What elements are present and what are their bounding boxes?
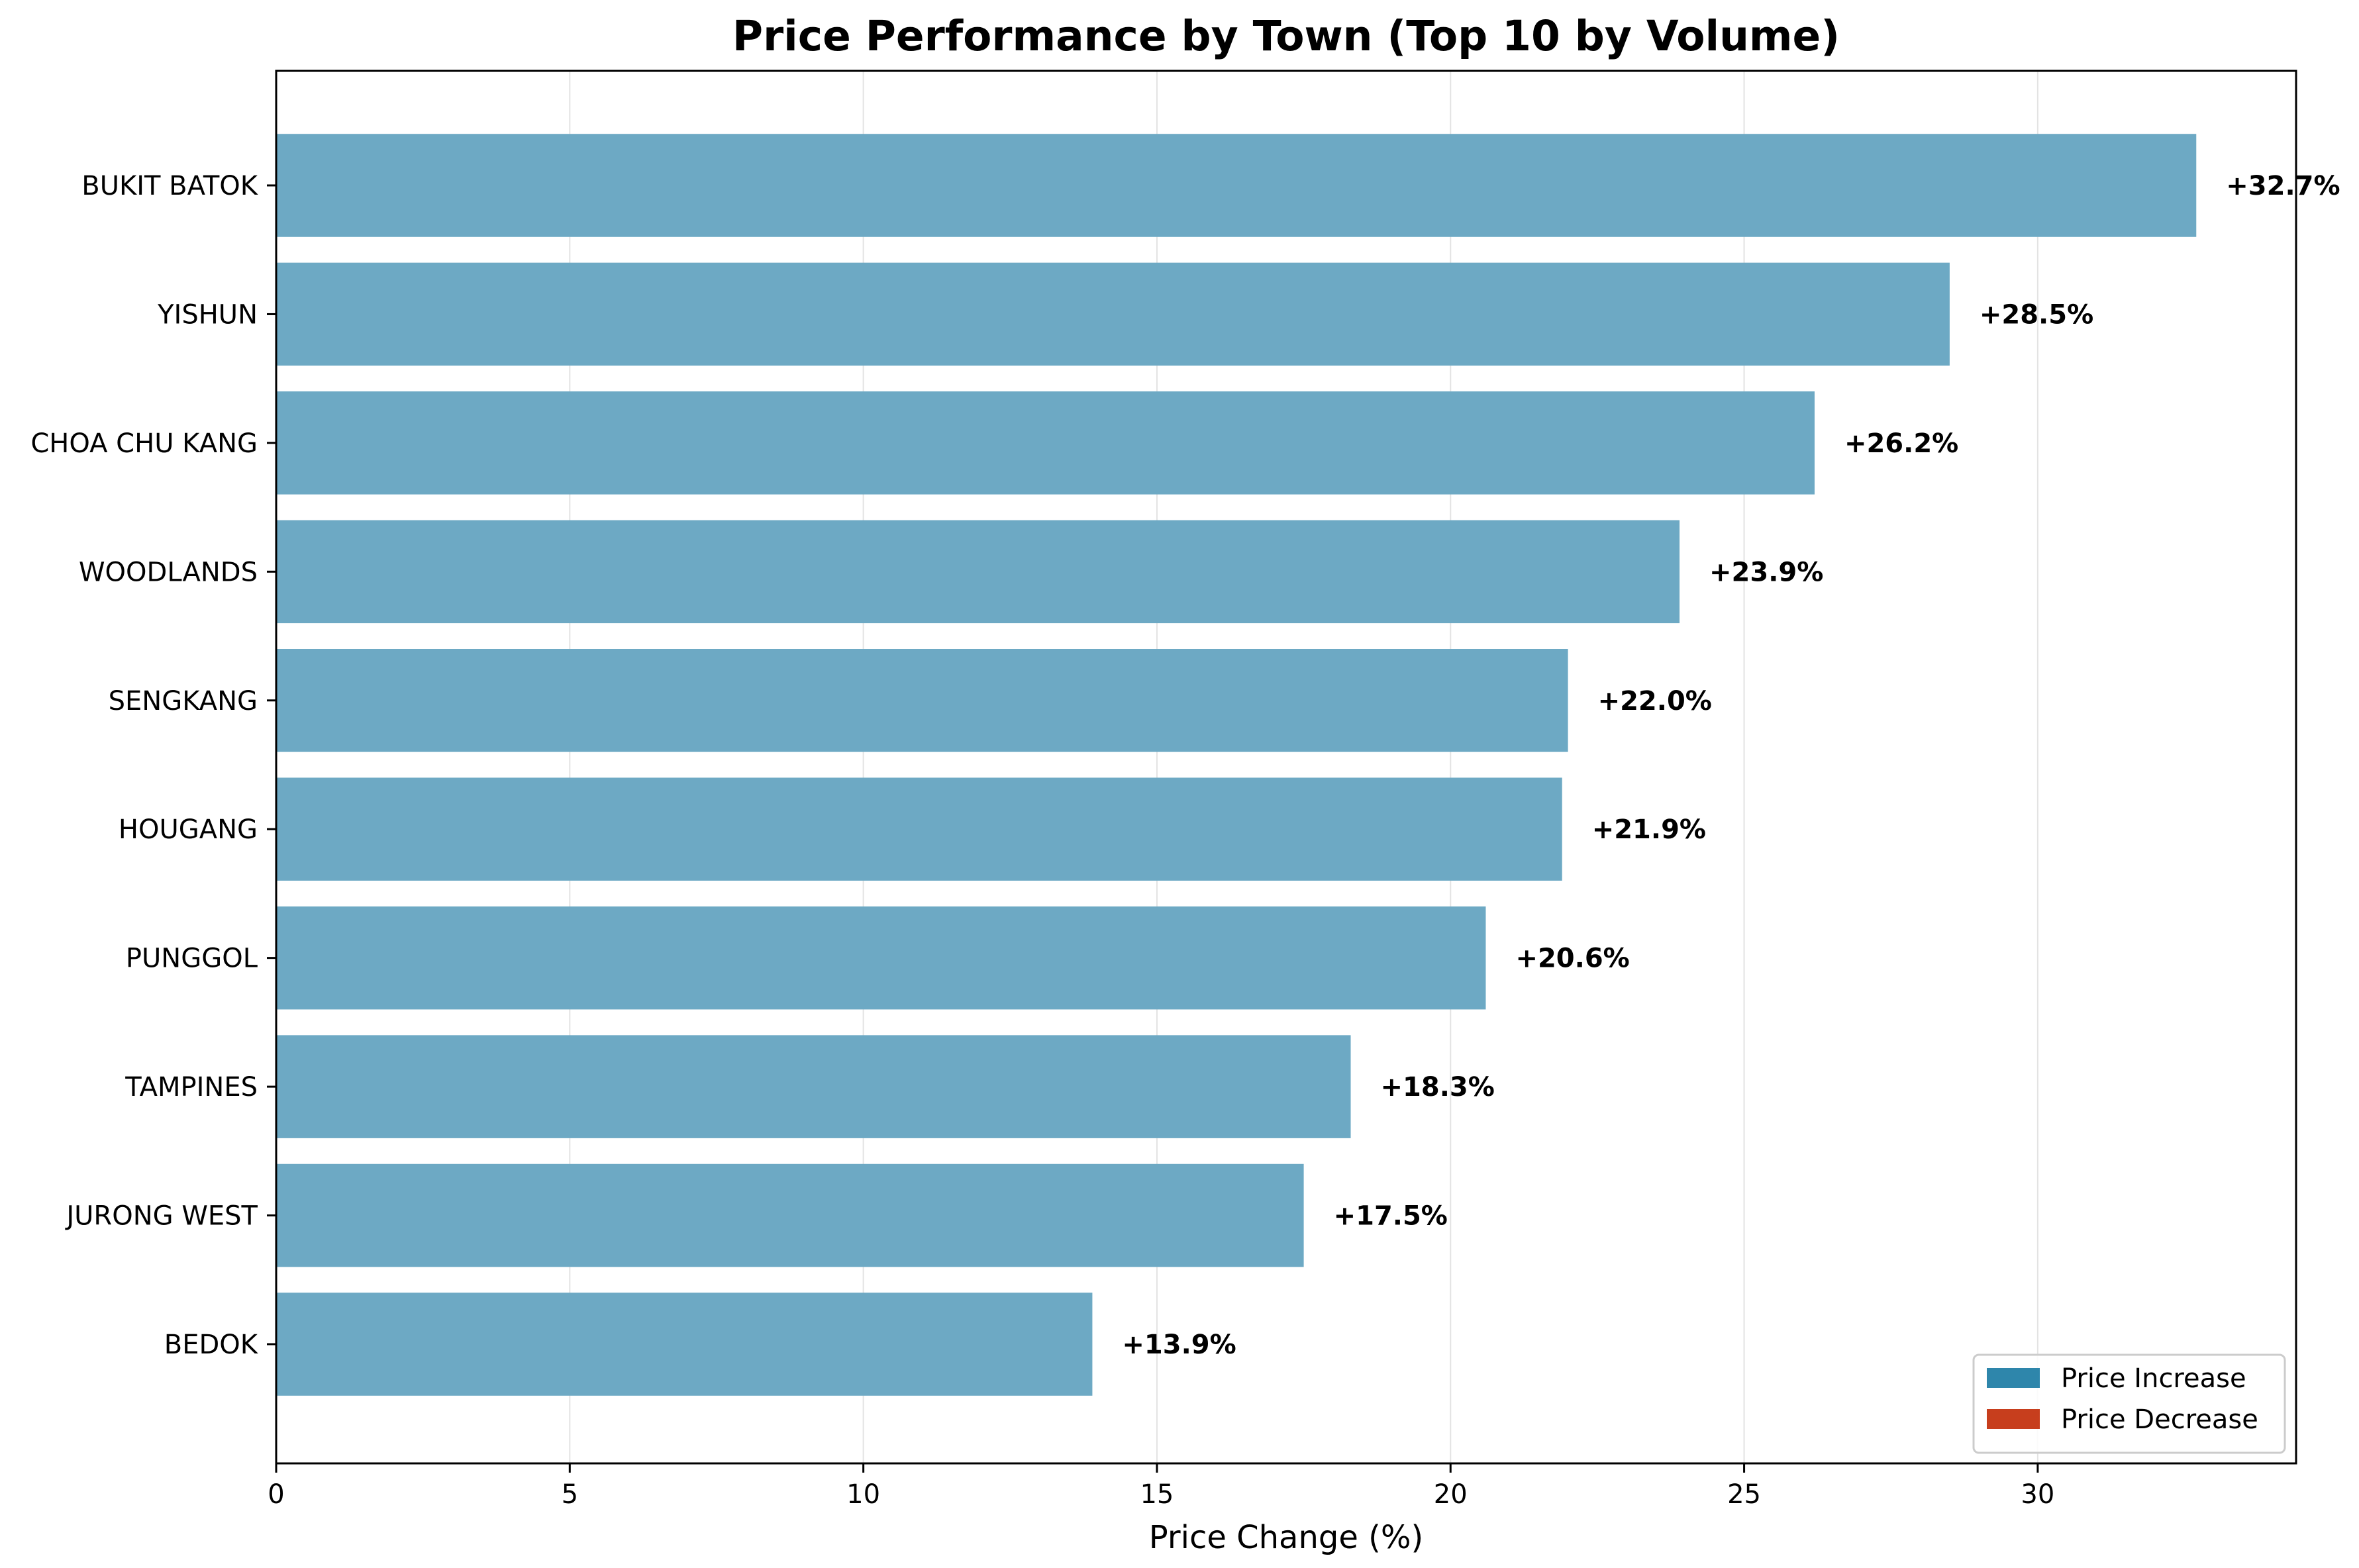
data-label: +18.3% — [1381, 1072, 1495, 1102]
data-labels: +32.7% +28.5% +26.2% +23.9% +22.0% +21.9% +20.… — [1122, 171, 2340, 1360]
legend-box — [1972, 1353, 2286, 1454]
x-tick-label: 10 — [846, 1479, 880, 1510]
y-tick-label: JURONG WEST — [64, 1201, 258, 1232]
data-label: +20.6% — [1515, 944, 1629, 974]
data-label: +17.5% — [1334, 1201, 1448, 1232]
bar — [276, 134, 2197, 237]
x-tick-label: 5 — [562, 1479, 578, 1510]
data-label: +23.9% — [1709, 557, 1823, 587]
legend-label-decrease: Price Decrease — [2061, 1404, 2258, 1435]
y-tick-label: SENGKANG — [109, 686, 258, 716]
plot-frame — [275, 70, 2297, 1465]
y-tick-label: CHOA CHU KANG — [30, 428, 258, 459]
chart-title: Price Performance by Town (Top 10 by Vol… — [732, 12, 1840, 60]
bar — [276, 1163, 1304, 1267]
y-tick-label: WOODLANDS — [79, 557, 258, 587]
legend-swatch-decrease — [1987, 1409, 2040, 1429]
bar — [276, 777, 1562, 881]
bar — [276, 906, 1486, 1010]
bars — [276, 134, 2197, 1396]
y-tick-label: TAMPINES — [125, 1072, 258, 1102]
x-axis-ticks: 0 5 10 15 20 25 30 — [268, 1463, 2054, 1510]
bar — [276, 262, 1950, 366]
legend: Price Increase Price Decrease — [1972, 1353, 2286, 1454]
x-tick-label: 15 — [1140, 1479, 1174, 1510]
data-label: +32.7% — [2226, 171, 2340, 201]
legend-label-increase: Price Increase — [2061, 1363, 2246, 1394]
y-tick-label: YISHUN — [157, 299, 258, 330]
x-tick-label: 25 — [1727, 1479, 1761, 1510]
x-tick-label: 30 — [2021, 1479, 2054, 1510]
legend-swatch-increase — [1987, 1368, 2040, 1388]
data-label: +26.2% — [1844, 428, 1958, 459]
bar — [276, 1293, 1093, 1396]
data-label: +13.9% — [1122, 1330, 1236, 1360]
y-tick-label: BEDOK — [164, 1330, 259, 1360]
x-tick-label: 20 — [1434, 1479, 1468, 1510]
bar — [276, 391, 1815, 495]
bar — [276, 1035, 1351, 1138]
x-tick-label: 0 — [268, 1479, 284, 1510]
y-tick-label: PUNGGOL — [126, 944, 258, 974]
y-tick-label: HOUGANG — [119, 814, 258, 845]
bar — [276, 520, 1680, 624]
data-label: +21.9% — [1592, 814, 1706, 845]
x-axis-label: Price Change (%) — [1149, 1519, 1423, 1556]
data-label: +22.0% — [1598, 686, 1712, 716]
bar — [276, 649, 1568, 752]
y-axis-ticks: BUKIT BATOK YISHUN CHOA CHU KANG WOODLANDS S… — [30, 171, 276, 1360]
data-label: +28.5% — [1980, 299, 2093, 330]
y-tick-label: BUKIT BATOK — [81, 171, 259, 201]
